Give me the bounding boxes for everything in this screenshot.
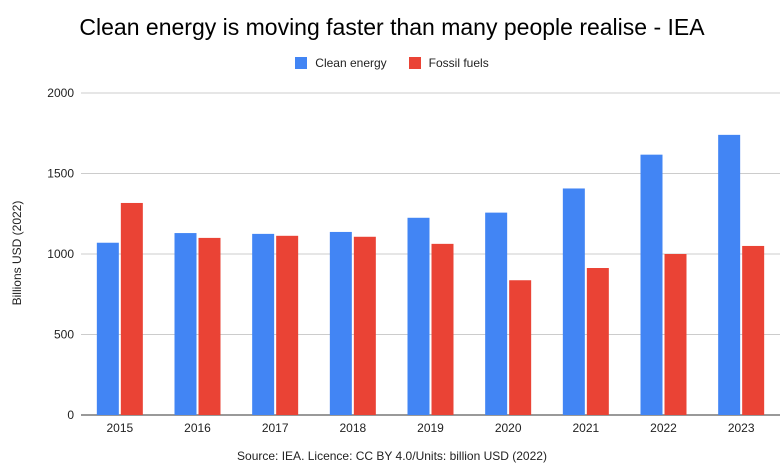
source-note: Source: IEA. Licence: CC BY 4.0/Units: b… [237, 449, 547, 463]
bar-clean-energy-2020 [485, 212, 508, 415]
chart-title: Clean energy is moving faster than many … [79, 14, 705, 40]
bar-fossil-fuels-2017 [276, 235, 299, 415]
bar-clean-energy-2018 [329, 231, 352, 415]
y-tick-label: 500 [54, 328, 74, 342]
y-tick-label: 2000 [47, 86, 74, 100]
bar-fossil-fuels-2016 [198, 237, 221, 415]
x-tick-label: 2019 [417, 421, 444, 435]
x-tick-label: 2022 [650, 421, 677, 435]
x-tick-label: 2016 [184, 421, 211, 435]
legend-item-clean-energy: Clean energy [295, 56, 387, 70]
bar-clean-energy-2021 [562, 188, 585, 415]
bar-fossil-fuels-2022 [664, 254, 687, 415]
x-tick-label: 2017 [262, 421, 289, 435]
bar-fossil-fuels-2020 [509, 280, 532, 415]
x-tick-label: 2020 [495, 421, 522, 435]
x-tick-label: 2021 [572, 421, 599, 435]
bar-clean-energy-2019 [407, 217, 430, 415]
bar-clean-energy-2023 [718, 134, 741, 416]
legend-label-fossil-fuels: Fossil fuels [428, 56, 489, 70]
bar-fossil-fuels-2021 [586, 268, 609, 415]
bar-clean-energy-2022 [640, 154, 663, 415]
legend-label-clean-energy: Clean energy [315, 56, 387, 70]
bar-fossil-fuels-2023 [742, 245, 765, 415]
bar-clean-energy-2015 [96, 242, 119, 415]
legend-swatch-clean-energy [295, 57, 308, 69]
x-tick-label: 2023 [728, 421, 755, 435]
bar-fossil-fuels-2018 [353, 236, 376, 415]
y-tick-label: 1500 [47, 167, 74, 181]
bar-clean-energy-2017 [252, 233, 275, 415]
x-tick-label: 2015 [106, 421, 133, 435]
bar-fossil-fuels-2019 [431, 243, 454, 415]
legend-swatch-fossil-fuels [408, 57, 421, 69]
y-tick-label: 1000 [47, 247, 74, 261]
y-tick-label: 0 [67, 408, 74, 422]
x-tick-label: 2018 [339, 421, 366, 435]
legend: Clean energy Fossil fuels [0, 56, 784, 70]
bar-clean-energy-2016 [174, 233, 197, 415]
legend-item-fossil-fuels: Fossil fuels [408, 56, 489, 70]
bar-fossil-fuels-2015 [120, 202, 143, 415]
